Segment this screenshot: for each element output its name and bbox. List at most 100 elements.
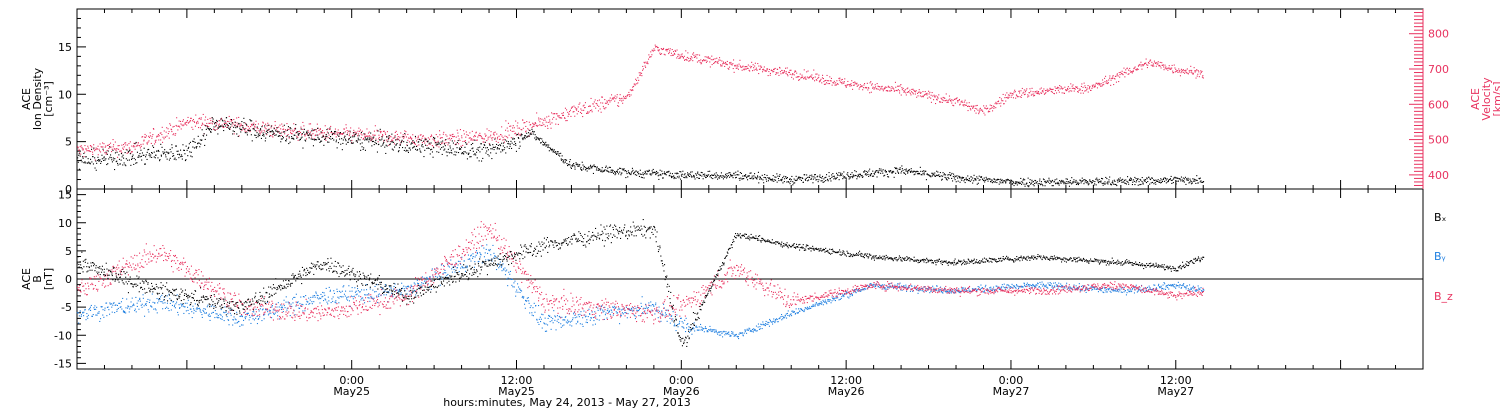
density-point [516,133,518,135]
density-point [759,176,761,178]
velocity-point [1103,84,1105,86]
density-point [1095,178,1097,180]
density-point [337,134,339,136]
density-point [166,158,168,160]
velocity-point [146,143,148,145]
density-point [942,175,944,177]
velocity-point [749,65,751,67]
density-point [509,145,511,147]
density-point [396,143,398,145]
velocity-point [868,87,870,89]
density-point [623,168,625,170]
velocity-point [874,84,876,86]
velocity-point [1157,61,1159,63]
velocity-point [1010,96,1012,98]
velocity-point [314,134,316,136]
by-point [412,291,414,293]
velocity-point [180,128,182,130]
by-point [332,300,334,302]
density-point [391,141,393,143]
density-point [214,123,216,125]
density-point [107,150,109,152]
velocity-point [959,103,961,105]
velocity-point [734,64,736,66]
by-point [84,308,86,310]
density-point [513,144,515,146]
velocity-point [714,58,716,60]
density-point [1150,179,1152,181]
velocity-point [780,73,782,75]
velocity-point [538,119,540,121]
velocity-point [151,135,153,137]
density-point [910,171,912,173]
density-point [144,163,146,165]
velocity-point [965,104,967,106]
density-point [950,174,952,176]
velocity-point [386,131,388,133]
velocity-point [378,136,380,138]
density-point [477,149,479,151]
velocity-point [711,55,713,57]
velocity-point [132,146,134,148]
density-point [1062,180,1064,182]
by-point [87,314,89,316]
density-point [176,150,178,152]
density-point [310,134,312,136]
velocity-point [821,82,823,84]
density-point [547,146,549,148]
density-point [315,139,317,141]
density-point [749,177,751,179]
velocity-point [910,94,912,96]
by-point [428,286,430,288]
velocity-point [888,86,890,88]
velocity-point [157,134,159,136]
by-point [92,314,94,316]
by-point [116,310,118,312]
density-point [284,131,286,133]
density-point [735,171,737,173]
density-point [751,175,753,177]
velocity-point [1100,83,1102,85]
velocity-point [458,138,460,140]
density-point [148,153,150,155]
velocity-point [609,97,611,99]
velocity-point [1102,82,1104,84]
density-point [490,152,492,154]
velocity-point [1111,78,1113,80]
velocity-point [906,88,908,90]
density-point [1165,182,1167,184]
density-point [88,162,90,164]
density-point [893,176,895,178]
by-point [374,291,376,293]
density-point [304,139,306,141]
density-point [101,154,103,156]
by-point [199,307,201,309]
density-point [610,169,612,171]
velocity-point [721,60,723,62]
velocity-point [989,104,991,106]
velocity-point [1132,70,1134,72]
density-point [596,166,598,168]
density-point [250,120,252,122]
velocity-point [382,135,384,137]
velocity-point [1121,70,1123,72]
density-point [1010,181,1012,183]
velocity-point [461,135,463,137]
velocity-point [352,135,354,137]
density-point [210,130,212,132]
velocity-point [729,66,731,68]
density-point [555,151,557,153]
density-point [653,171,655,173]
by-point [136,302,138,304]
velocity-point [273,127,275,129]
velocity-point [549,121,551,123]
velocity-point [747,67,749,69]
velocity-point [286,123,288,125]
velocity-point [680,54,682,56]
density-point [177,153,179,155]
density-point [1000,182,1002,184]
by-point [203,312,205,314]
density-point [461,152,463,154]
velocity-point [1136,69,1138,71]
density-point [81,161,83,163]
